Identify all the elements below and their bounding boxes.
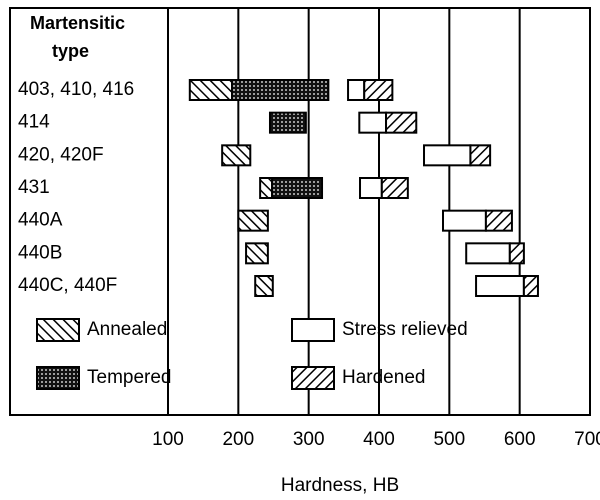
x-tick-label: 100 — [152, 429, 184, 450]
legend-label: Tempered — [87, 367, 172, 388]
range-bar — [508, 242, 525, 265]
range-bar — [359, 177, 383, 199]
range-bar — [271, 177, 324, 199]
range-bar — [380, 177, 409, 199]
x-axis-label: Hardness, HB — [281, 475, 399, 496]
range-bar — [259, 177, 274, 199]
range-bar — [231, 79, 330, 101]
range-bar — [484, 209, 513, 232]
range-bar — [423, 144, 472, 167]
legend-swatch — [36, 318, 80, 342]
x-tick-label: 200 — [222, 429, 254, 450]
range-bar — [475, 275, 525, 297]
category-header: type — [52, 41, 89, 61]
range-bar — [385, 111, 418, 134]
range-bar — [358, 111, 388, 134]
category-label: 403, 410, 416 — [18, 79, 134, 100]
x-tick-label: 500 — [433, 429, 465, 450]
category-label: 440C, 440F — [18, 275, 117, 296]
x-tick-label: 300 — [293, 429, 325, 450]
range-bar — [363, 79, 394, 101]
range-bar — [268, 111, 307, 134]
range-bar — [245, 242, 269, 265]
range-bar — [442, 209, 487, 232]
category-label: 440B — [18, 242, 62, 263]
range-bar — [188, 79, 234, 101]
legend-swatch — [291, 318, 335, 342]
range-bar — [465, 242, 511, 265]
legend-label: Annealed — [87, 319, 167, 340]
range-bar — [469, 144, 492, 167]
category-label: 431 — [18, 177, 50, 198]
category-label: 414 — [18, 112, 50, 133]
range-bar — [347, 79, 366, 101]
x-tick-label: 700 — [574, 429, 600, 450]
legend-label: Hardened — [342, 367, 425, 388]
category-header: Martensitic — [30, 13, 125, 33]
legend-swatch — [36, 366, 80, 390]
range-bar — [522, 275, 539, 297]
x-tick-label: 400 — [363, 429, 395, 450]
range-bar — [221, 144, 252, 167]
x-tick-label: 600 — [504, 429, 536, 450]
category-label: 420, 420F — [18, 144, 104, 165]
range-bar — [237, 209, 269, 232]
legend-label: Stress relieved — [342, 319, 468, 340]
range-bar — [254, 275, 274, 297]
legend-swatch — [291, 366, 335, 390]
category-label: 440A — [18, 210, 63, 231]
